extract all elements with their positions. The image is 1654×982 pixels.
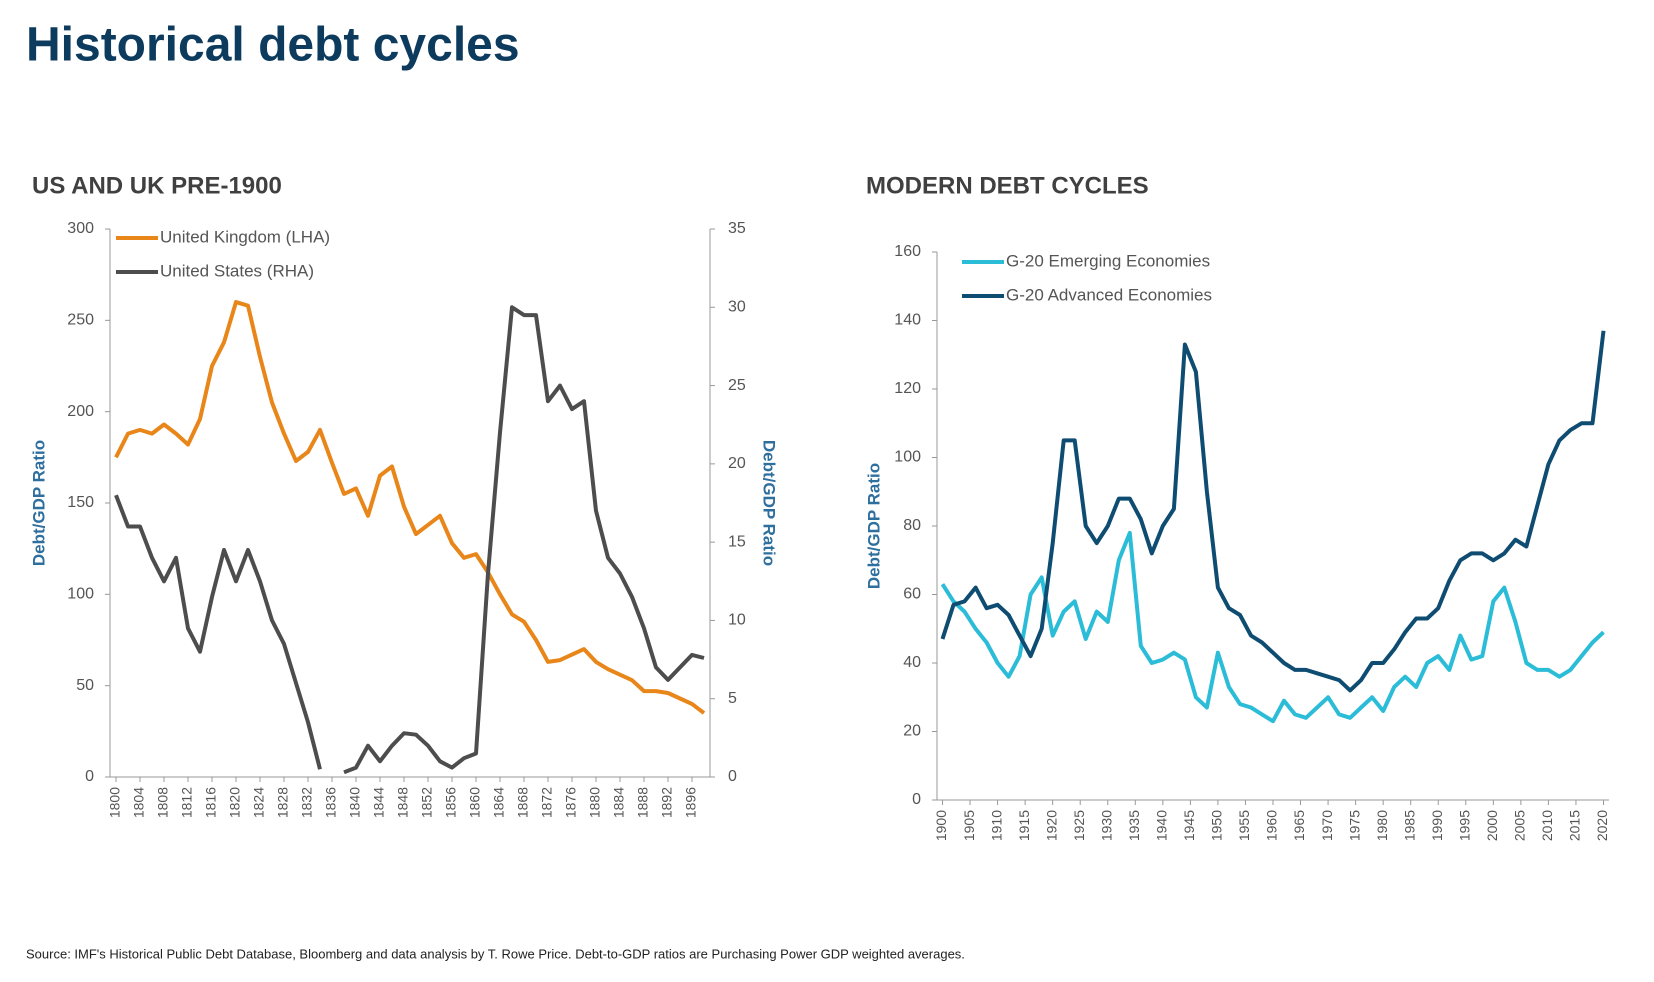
chart-title: US AND UK PRE-1900 [32, 172, 282, 199]
legend-label: United States (RHA) [160, 261, 314, 280]
x-tick-label: 1980 [1374, 810, 1390, 841]
source-note: Source: IMF's Historical Public Debt Dat… [26, 946, 965, 961]
x-tick-label: 1828 [275, 787, 291, 818]
y-axis-title: Debt/GDP Ratio [864, 463, 883, 589]
x-tick-label: 1940 [1154, 810, 1170, 841]
x-tick-label: 1824 [251, 787, 267, 818]
x-tick-label: 1856 [443, 787, 459, 818]
page-title: Historical debt cycles [26, 19, 520, 72]
x-tick-label: 1900 [933, 810, 949, 841]
x-tick-label: 1864 [491, 787, 507, 818]
y2-tick-label: 35 [728, 220, 746, 237]
x-tick-label: 1884 [611, 787, 627, 818]
x-tick-label: 1860 [467, 787, 483, 818]
x-tick-label: 1804 [131, 787, 147, 818]
legend-label: United Kingdom (LHA) [160, 227, 330, 246]
y-tick-label: 300 [67, 220, 94, 237]
x-tick-label: 1840 [347, 787, 363, 818]
y2-tick-label: 0 [728, 768, 737, 785]
y-tick-label: 200 [67, 403, 94, 420]
y2-tick-label: 15 [728, 533, 746, 550]
y-tick-label: 0 [85, 768, 94, 785]
y-axis-title: Debt/GDP Ratio [29, 440, 48, 566]
y-tick-label: 40 [903, 654, 921, 671]
x-tick-label: 1848 [395, 787, 411, 818]
y-tick-label: 120 [894, 380, 921, 397]
y-tick-label: 250 [67, 312, 94, 329]
x-tick-label: 1990 [1429, 810, 1445, 841]
y-tick-label: 140 [894, 312, 921, 329]
x-tick-label: 2010 [1539, 810, 1555, 841]
y2-tick-label: 25 [728, 377, 746, 394]
y-tick-label: 100 [67, 586, 94, 603]
x-tick-label: 1920 [1043, 810, 1059, 841]
y-tick-label: 50 [76, 677, 94, 694]
y-tick-label: 150 [67, 494, 94, 511]
x-tick-label: 1995 [1456, 810, 1472, 841]
y-tick-label: 80 [903, 517, 921, 534]
x-tick-label: 1965 [1291, 810, 1307, 841]
x-tick-label: 1970 [1319, 810, 1335, 841]
series-line [940, 530, 1605, 724]
x-tick-label: 1808 [155, 787, 171, 818]
x-tick-label: 2015 [1567, 810, 1583, 841]
y-tick-label: 0 [912, 791, 921, 808]
y2-tick-label: 30 [728, 299, 746, 316]
x-tick-label: 1888 [635, 787, 651, 818]
x-tick-label: 1945 [1181, 810, 1197, 841]
y2-tick-label: 10 [728, 612, 746, 629]
x-tick-label: 1985 [1401, 810, 1417, 841]
x-tick-label: 1836 [323, 787, 339, 818]
series-line [940, 330, 1606, 693]
x-tick-label: 1960 [1264, 810, 1280, 841]
x-tick-label: 1896 [683, 787, 699, 818]
y-tick-label: 160 [894, 243, 921, 260]
x-tick-label: 1876 [563, 787, 579, 818]
x-tick-label: 1905 [961, 810, 977, 841]
x-tick-label: 1820 [227, 787, 243, 818]
x-tick-label: 1832 [299, 787, 315, 818]
x-tick-label: 2000 [1484, 810, 1500, 841]
x-tick-label: 1892 [659, 787, 675, 818]
legend-label: G-20 Advanced Economies [1006, 285, 1212, 304]
x-tick-label: 1950 [1209, 810, 1225, 841]
y2-tick-label: 5 [728, 690, 737, 707]
x-tick-label: 2005 [1512, 810, 1528, 841]
x-tick-label: 1852 [419, 787, 435, 818]
y2-tick-label: 20 [728, 455, 746, 472]
x-tick-label: 1868 [515, 787, 531, 818]
x-tick-label: 1816 [203, 787, 219, 818]
x-tick-label: 1800 [107, 787, 123, 818]
legend-label: G-20 Emerging Economies [1006, 251, 1210, 270]
x-tick-label: 1915 [1016, 810, 1032, 841]
x-tick-label: 1872 [539, 787, 555, 818]
chart-title: MODERN DEBT CYCLES [866, 172, 1149, 199]
series-line [114, 300, 706, 715]
x-tick-label: 1935 [1126, 810, 1142, 841]
x-tick-label: 1910 [988, 810, 1004, 841]
x-tick-label: 2020 [1594, 810, 1610, 841]
y-tick-label: 60 [903, 586, 921, 603]
x-tick-label: 1880 [587, 787, 603, 818]
x-tick-label: 1812 [179, 787, 195, 818]
series-line [114, 305, 705, 775]
x-tick-label: 1930 [1098, 810, 1114, 841]
x-tick-label: 1955 [1236, 810, 1252, 841]
y-tick-label: 20 [903, 723, 921, 740]
y2-axis-title: Debt/GDP Ratio [760, 440, 779, 566]
x-tick-label: 1844 [371, 787, 387, 818]
x-tick-label: 1975 [1346, 810, 1362, 841]
x-tick-label: 1925 [1071, 810, 1087, 841]
y-tick-label: 100 [894, 449, 921, 466]
